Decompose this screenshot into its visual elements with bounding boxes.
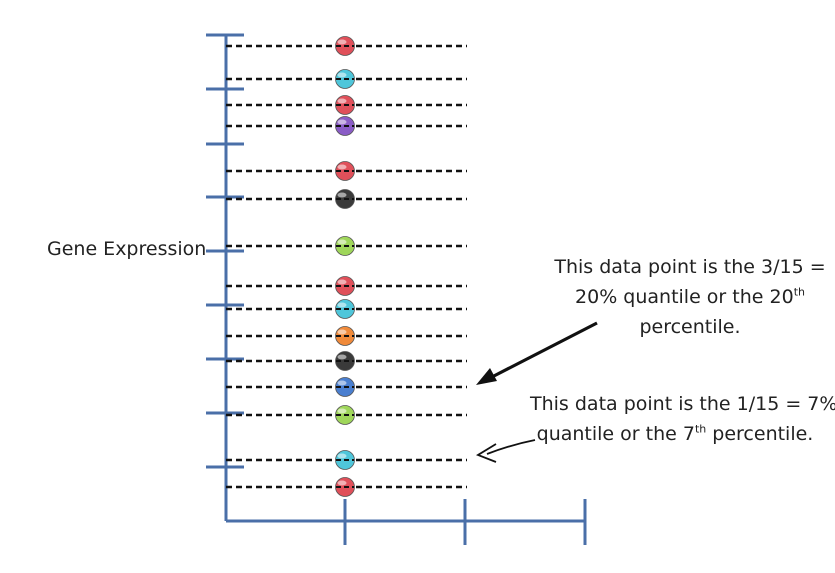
data-point-highlight — [337, 453, 347, 459]
annotation-2-line-2: quantile or the 7th percentile. — [536, 422, 814, 445]
arrow-1-shaft — [489, 321, 598, 380]
data-point-highlight — [337, 302, 347, 308]
data-point-11 — [335, 351, 355, 371]
data-point-highlight — [337, 164, 347, 170]
y-axis-label: Gene Expression — [47, 238, 207, 260]
data-point-6 — [335, 189, 355, 209]
annotation-7th-percentile: This data point is the 1/15 = 7% quantil… — [530, 389, 835, 449]
annotation-20th-percentile: This data point is the 3/15 = 20% quanti… — [545, 252, 835, 342]
axes — [206, 33, 587, 545]
data-point-highlight — [337, 279, 347, 285]
annotation-1-line-3: percentile. — [639, 316, 741, 338]
annotation-1-line-1: This data point is the 3/15 = — [554, 256, 826, 278]
data-point-14 — [335, 450, 355, 470]
data-point-2 — [335, 69, 355, 89]
data-point-highlight — [337, 354, 347, 360]
data-point-8 — [335, 276, 355, 296]
data-point-highlight — [337, 72, 347, 78]
data-point-highlight — [337, 329, 347, 335]
arrow-1-head — [476, 368, 497, 385]
data-point-13 — [335, 405, 355, 425]
data-point-7 — [335, 236, 355, 256]
data-point-highlight — [337, 119, 347, 125]
data-point-10 — [335, 326, 355, 346]
data-point-highlight — [337, 192, 347, 198]
data-point-5 — [335, 161, 355, 181]
data-point-9 — [335, 299, 355, 319]
data-point-3 — [335, 95, 355, 115]
arrow-2-head — [475, 443, 497, 463]
arrows — [475, 321, 598, 463]
data-point-highlight — [337, 480, 347, 486]
data-point-highlight — [337, 408, 347, 414]
data-point-1 — [335, 36, 355, 56]
data-point-highlight — [337, 98, 347, 104]
annotation-1-line-2: 20% quantile or the 20th — [575, 285, 805, 308]
data-points — [335, 36, 355, 497]
data-point-highlight — [337, 239, 347, 245]
data-point-highlight — [337, 380, 347, 386]
arrow-2-shaft — [486, 439, 536, 455]
data-point-4 — [335, 116, 355, 136]
data-point-12 — [335, 377, 355, 397]
annotation-2-line-1: This data point is the 1/15 = 7% — [530, 393, 835, 415]
data-point-15 — [335, 477, 355, 497]
data-point-highlight — [337, 39, 347, 45]
